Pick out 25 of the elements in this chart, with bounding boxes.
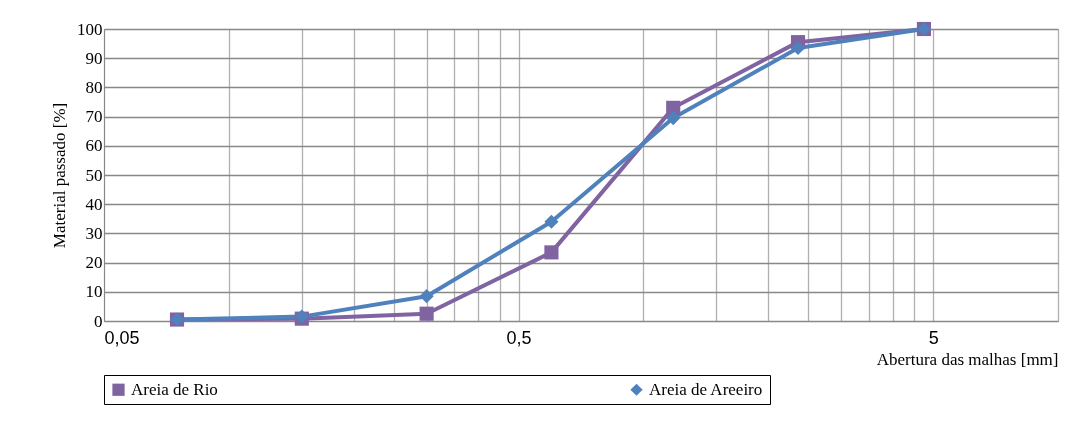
legend-label: Areia de Rio (131, 379, 218, 399)
x-tick-label: 0,5 (506, 327, 532, 348)
point (419, 289, 434, 304)
point (544, 245, 559, 260)
y-tick-label: 20 (85, 253, 103, 273)
y-tick-label: 0 (94, 311, 103, 331)
legend-label: Areia de Areeiro (649, 379, 763, 399)
y-tick-label: 100 (77, 19, 103, 39)
point (666, 100, 681, 115)
y-tick-label: 50 (85, 165, 103, 185)
point (790, 40, 806, 56)
x-tick-label: 0,05 (104, 327, 140, 348)
y-tick-label: 30 (85, 223, 103, 243)
y-tick-label: 80 (85, 77, 103, 97)
y-tick-label: 10 (85, 282, 103, 302)
point (544, 214, 559, 229)
y-tick-label: 70 (85, 107, 103, 127)
x-axis-title: Abertura das malhas [mm] (876, 349, 1059, 369)
y-tick-label: 40 (85, 194, 103, 214)
x-tick-label: 5 (928, 327, 939, 348)
point (666, 110, 681, 126)
y-tick-label: 60 (85, 136, 103, 156)
point (419, 306, 434, 321)
y-axis-title: Material passado [%] (50, 102, 69, 249)
y-tick-label: 90 (85, 48, 103, 68)
